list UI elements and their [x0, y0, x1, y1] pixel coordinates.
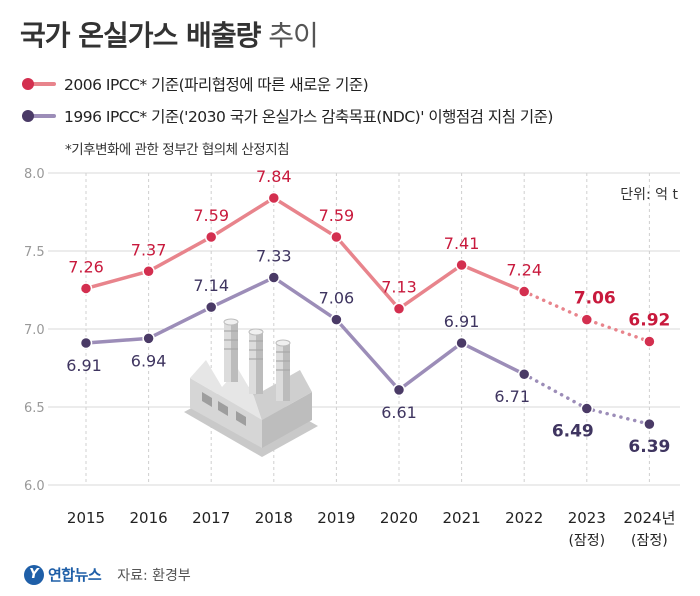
legend-item-2006: 2006 IPCC* 기준(파리협정에 따른 새로운 기준) — [22, 73, 369, 95]
yonhap-logo-icon: Y — [24, 564, 44, 585]
y-tick-label: 6.0 — [24, 479, 45, 494]
data-point — [455, 258, 468, 272]
data-label: 6.91 — [66, 356, 102, 375]
data-label: 7.06 — [574, 289, 616, 309]
y-tick-label: 7.5 — [24, 245, 45, 260]
data-point — [517, 367, 531, 381]
data-point — [330, 230, 343, 244]
data-point — [392, 383, 406, 397]
data-point — [517, 285, 531, 298]
data-point — [455, 336, 468, 350]
series-markers — [79, 191, 656, 431]
footer: Y 연합뉴스 자료: 환경부 — [24, 564, 191, 585]
data-label: 7.14 — [193, 276, 229, 295]
factory-chimney-top — [223, 318, 239, 326]
y-tick-label: 7.0 — [24, 323, 45, 338]
data-label: 6.39 — [628, 437, 670, 457]
data-label: 7.59 — [193, 206, 229, 225]
data-point — [204, 230, 218, 244]
data-point — [580, 313, 594, 326]
legend-label-1996: 1996 IPCC* 기준('2030 국가 온실가스 감축목표(NDC)' 이… — [64, 108, 553, 126]
title-light: 추이 — [260, 19, 319, 52]
factory-wall — [262, 392, 312, 448]
grid — [48, 172, 680, 486]
data-label: 6.91 — [444, 312, 480, 331]
factory-chimney-top — [275, 339, 291, 347]
chart-title: 국가 온실가스 배출량 추이 — [20, 14, 319, 54]
legend-item-1996: 1996 IPCC* 기준('2030 국가 온실가스 감축목표(NDC)' 이… — [22, 105, 553, 127]
data-point — [79, 336, 93, 350]
data-label: 7.59 — [319, 206, 355, 225]
title-bold: 국가 온실가스 배출량 — [20, 19, 261, 52]
x-tick-label: 2020 — [380, 509, 418, 527]
source: 자료: 환경부 — [117, 567, 191, 584]
x-tick-label: 2022 — [505, 509, 543, 527]
factory-roof — [190, 360, 262, 420]
x-tick-sublabel: (잠정) — [568, 533, 605, 549]
data-point — [142, 332, 155, 345]
legend-marker-2006 — [22, 78, 56, 90]
data-label: 6.94 — [131, 351, 167, 370]
data-label: 6.61 — [381, 403, 417, 422]
legend-label-2006: 2006 IPCC* 기준(파리협정에 따른 새로운 기준) — [64, 76, 369, 94]
x-tick-label: 2018 — [255, 509, 293, 527]
series-line-provisional-1 — [522, 372, 652, 426]
factory-window — [218, 401, 228, 416]
data-labels: 7.26 7.37 7.59 7.84 7.59 7.13 7.41 7.24 7.06 6.92… — [66, 167, 670, 457]
data-label: 6.71 — [494, 387, 530, 406]
x-tick-label: 2024년 — [623, 509, 675, 527]
x-tick-label: 2017 — [192, 509, 230, 527]
factory-illustration — [184, 318, 318, 457]
data-point — [330, 313, 343, 326]
series-lines — [84, 196, 652, 426]
data-point — [267, 191, 281, 205]
data-label: 6.92 — [628, 310, 670, 330]
unit-label: 단위: 억 t — [620, 187, 678, 203]
factory-window — [236, 411, 246, 426]
data-label: 7.41 — [444, 234, 480, 253]
data-point — [142, 265, 155, 278]
data-label: 7.33 — [256, 247, 292, 266]
footnote: *기후변화에 관한 정부간 협의체 산정지침 — [65, 142, 290, 158]
axes: 6.0 6.5 7.0 7.5 8.0 2015 2016 2017 2018 2019 2020 2… — [24, 167, 675, 549]
factory-window — [202, 392, 212, 407]
data-label: 6.49 — [552, 422, 594, 442]
x-tick-label: 2016 — [130, 509, 168, 527]
factory-chimney-top — [248, 328, 264, 336]
data-point — [643, 417, 656, 431]
y-tick-label: 8.0 — [24, 167, 45, 182]
data-label: 7.84 — [256, 167, 292, 186]
x-tick-sublabel: (잠정) — [631, 533, 668, 549]
series-line-1 — [84, 275, 526, 392]
data-point — [643, 335, 656, 348]
data-point — [204, 300, 218, 314]
factory-chimney — [256, 332, 263, 394]
x-tick-label: 2021 — [443, 509, 481, 527]
factory-chimney — [283, 343, 290, 401]
data-point — [580, 402, 594, 415]
data-point — [392, 302, 406, 315]
data-label: 7.13 — [381, 278, 417, 297]
factory-chimney — [231, 322, 238, 382]
data-label: 7.26 — [68, 257, 104, 276]
data-label: 7.06 — [319, 289, 355, 308]
yonhap-logo-text: 연합뉴스 — [48, 566, 102, 584]
x-tick-label: 2023 — [568, 509, 606, 527]
data-point — [267, 271, 281, 284]
series-line-provisional-0 — [522, 289, 652, 344]
x-tick-label: 2019 — [317, 509, 355, 527]
data-point — [79, 282, 93, 295]
y-tick-label: 6.5 — [24, 401, 45, 416]
x-tick-label: 2015 — [67, 509, 105, 527]
series-line-0 — [84, 196, 526, 311]
data-label: 7.24 — [506, 261, 542, 280]
data-label: 7.37 — [131, 240, 167, 259]
legend-marker-1996 — [22, 110, 56, 122]
